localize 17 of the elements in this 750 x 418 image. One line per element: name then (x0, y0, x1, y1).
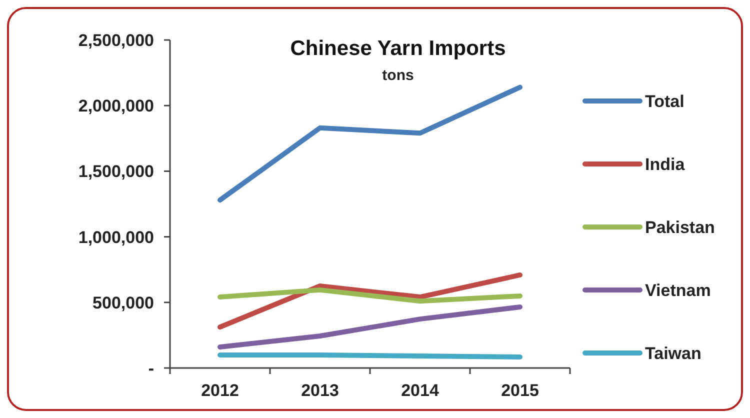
x-tick-label: 2015 (501, 381, 539, 400)
x-tick-label: 2013 (301, 381, 339, 400)
legend-label: India (645, 154, 686, 174)
text: tons (382, 67, 414, 84)
y-tick-label: 1,500,000 (78, 162, 154, 182)
legend-label: Total (645, 92, 684, 111)
y-tick-label: 1,000,000 (78, 228, 154, 247)
legend-label: Taiwan (645, 344, 702, 363)
x-tick-label: 2014 (401, 381, 440, 400)
chart-title: Chinese Yarn Imports (290, 37, 506, 60)
y-tick-label: - (148, 358, 154, 378)
y-tick-label: 2,000,000 (78, 96, 154, 116)
y-tick-label: 2,500,000 (78, 30, 154, 50)
legend-label: Pakistan (645, 218, 715, 237)
y-tick-label: 500,000 (92, 293, 154, 312)
x-tick-label: 2012 (201, 381, 239, 400)
legend-label: Vietnam (645, 280, 711, 300)
